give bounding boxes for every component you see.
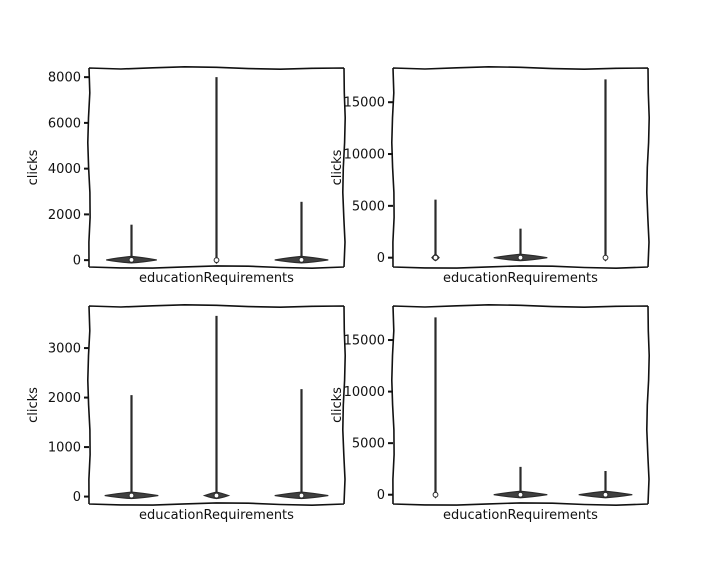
x-axis-label: educationRequirements: [139, 508, 294, 523]
violin-median-marker: [602, 254, 609, 261]
y-tick-label: 2000: [48, 208, 81, 223]
y-tick-label: 0: [377, 488, 385, 503]
y-tick-label: 10000: [344, 148, 385, 163]
violin-median-marker: [432, 254, 439, 261]
x-axis-label: educationRequirements: [443, 271, 598, 286]
violin-median-marker: [298, 492, 305, 499]
violin-median-marker: [213, 257, 220, 264]
y-axis-label: clicks: [26, 387, 41, 423]
subplot-bottom-right: 0 5000 10000 15000 educationRequirements clic…: [330, 303, 651, 523]
x-axis-label: educationRequirements: [139, 271, 294, 286]
plot-frame: [390, 65, 651, 270]
violin-median-marker: [517, 254, 524, 261]
plot-frame: [86, 303, 347, 507]
y-tick-label: 0: [73, 254, 81, 269]
subplot-bottom-left: 0 1000 2000 3000 educationRequirements clicks: [26, 303, 347, 523]
plot-frame: [390, 303, 651, 507]
y-tick-label: 1000: [48, 441, 81, 456]
y-axis-label: clicks: [26, 149, 41, 185]
y-tick-label: 5000: [352, 199, 385, 214]
subplot-top-right: 0 5000 10000 15000 educationRequirements clic…: [330, 65, 651, 286]
violin-median-marker: [602, 491, 609, 498]
y-tick-label: 3000: [48, 342, 81, 357]
plot-frame: [86, 65, 347, 270]
y-tick-label: 5000: [352, 437, 385, 452]
y-tick-label: 8000: [48, 71, 81, 86]
y-tick-label: 2000: [48, 391, 81, 406]
violin-median-marker: [517, 491, 524, 498]
y-tick-label: 10000: [344, 385, 385, 400]
violin-median-marker: [213, 492, 220, 499]
violin-median-marker: [128, 492, 135, 499]
x-axis-label: educationRequirements: [443, 508, 598, 523]
y-tick-label: 6000: [48, 116, 81, 131]
y-tick-label: 0: [377, 251, 385, 266]
y-tick-label: 4000: [48, 162, 81, 177]
y-axis-label: clicks: [330, 149, 345, 185]
y-tick-label: 15000: [344, 96, 385, 111]
y-axis-label: clicks: [330, 387, 345, 423]
violin-median-marker: [298, 257, 305, 263]
violin-median-marker: [432, 491, 439, 498]
y-tick-label: 0: [73, 490, 81, 505]
violin-median-marker: [128, 257, 135, 263]
y-tick-label: 15000: [344, 334, 385, 349]
subplot-top-left: 0 2000 4000 6000 8000 educationRequirements cl…: [26, 65, 347, 286]
